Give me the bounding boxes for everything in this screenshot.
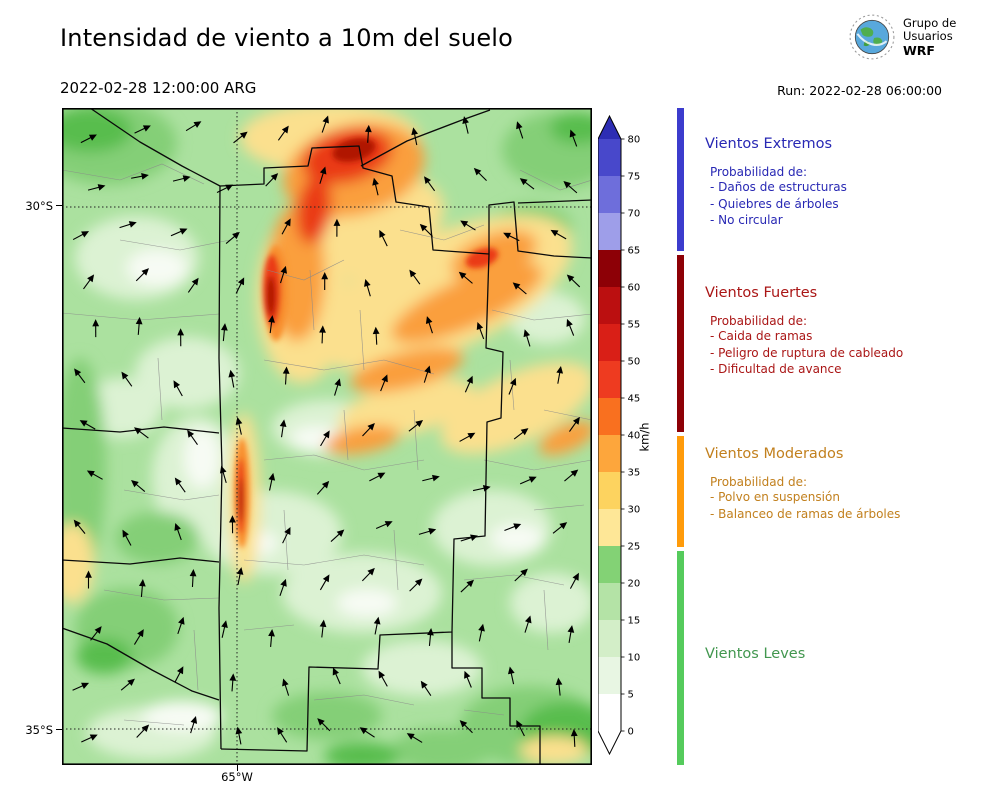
legend-section-extremos: Vientos Extremos Probabilidad de: - Daño… [677,108,967,251]
legend-item: - Balanceo de ramas de árboles [710,506,901,521]
ridge-wind-maxima [234,138,499,548]
svg-text:45: 45 [628,394,641,405]
svg-text:35: 35 [628,468,641,479]
svg-text:75: 75 [628,172,641,183]
run-label: Run: 2022-02-28 06:00:00 [777,83,942,98]
page-title: Intensidad de viento a 10m del suelo [60,24,514,52]
legend-item: - Polvo en suspensión [710,490,840,504]
svg-text:65: 65 [628,246,641,257]
svg-text:10: 10 [628,653,641,664]
legend-bar-fuertes [677,255,684,432]
department-borders [62,163,592,726]
lat-label-30s: 30°S [25,199,53,213]
legend-subtitle: Probabilidad de: [710,165,808,179]
wrf-logo: Grupo de Usuarios WRF [848,13,956,61]
logo-line-2: Usuarios [903,29,953,44]
map-canvas [62,108,593,766]
svg-text:5: 5 [628,690,634,701]
legend-item: - Peligro de ruptura de cableado [710,345,904,360]
logo-text: Grupo de Usuarios WRF [903,15,957,58]
legend-section-fuertes: Vientos Fuertes Probabilidad de: - Caida… [677,255,967,432]
legend-item: - Daños de estructuras [710,180,847,194]
lon-label-65w: 65°W [221,770,253,784]
svg-text:50: 50 [628,357,641,368]
legend-title-extremos: Vientos Extremos [705,136,833,152]
logo-line-1: Grupo de [903,15,957,30]
legend-item: - Quiebres de árboles [710,196,839,211]
svg-text:40: 40 [628,431,641,442]
graticule-gridlines [62,108,592,765]
svg-text:30: 30 [628,505,641,516]
legend-bar-leves [677,551,684,765]
globe-icon [849,14,895,60]
legend-subtitle: Probabilidad de: [710,475,808,489]
legend-item: - Dificultad de avance [710,362,842,376]
lat-label-35s: 35°S [25,723,53,737]
svg-text:55: 55 [628,320,641,331]
legend-bar-extremos [677,108,684,251]
legend-item: - Caida de ramas [710,329,813,343]
axis-tick-30s [56,205,62,207]
svg-text:80: 80 [628,135,641,146]
legend-section-leves: Vientos Leves [677,551,967,765]
legend-subtitle: Probabilidad de: [710,314,808,328]
svg-text:20: 20 [628,579,641,590]
svg-text:70: 70 [628,209,641,220]
axis-tick-35s [56,729,62,731]
legend-title-moderados: Vientos Moderados [705,446,844,462]
map-border [62,108,593,766]
logo-line-3: WRF [903,42,935,58]
wind-field-blobs [62,108,592,765]
wind-direction-arrows [72,115,581,747]
wind-intensity-map [62,108,593,766]
legend-bar-moderados [677,436,684,547]
svg-text:15: 15 [628,616,641,627]
svg-text:25: 25 [628,542,641,553]
legend-title-fuertes: Vientos Fuertes [705,285,818,301]
valid-datetime: 2022-02-28 12:00:00 ARG [60,79,257,97]
svg-text:60: 60 [628,283,641,294]
axis-tick-65w [236,765,238,771]
colorbar-unit-label: km/h [637,422,652,452]
province-borders [62,108,592,765]
legend-section-moderados: Vientos Moderados Probabilidad de: - Pol… [677,436,967,547]
legend-title-leves: Vientos Leves [705,646,806,662]
legend-item: - No circular [710,213,783,227]
svg-text:0: 0 [628,727,634,738]
